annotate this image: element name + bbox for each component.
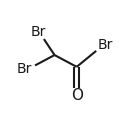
Text: O: O <box>71 88 83 103</box>
Text: Br: Br <box>17 62 32 76</box>
Text: Br: Br <box>97 38 113 52</box>
Text: Br: Br <box>31 25 46 39</box>
